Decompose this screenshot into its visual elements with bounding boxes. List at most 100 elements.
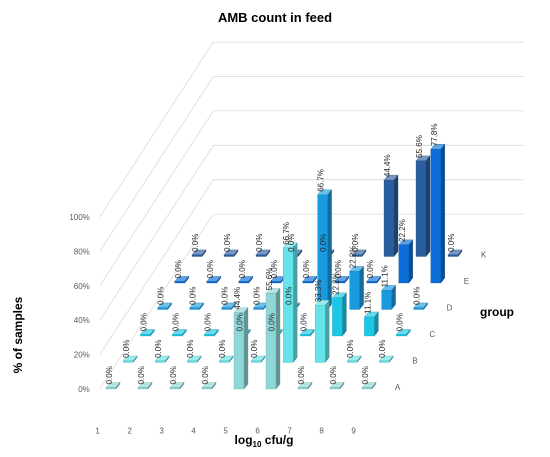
bar-front xyxy=(187,360,198,363)
data-label: 0.0% xyxy=(366,260,375,278)
data-label: 22.2% xyxy=(331,272,340,295)
y-tick-label: 80% xyxy=(74,247,90,256)
data-label: 22.2% xyxy=(349,246,358,269)
bar-side xyxy=(408,239,413,284)
gridline xyxy=(99,110,524,287)
bar-front xyxy=(430,149,441,284)
chart-title: AMB count in feed xyxy=(218,10,332,25)
bar-front xyxy=(283,247,294,363)
bar xyxy=(302,275,318,284)
x-tick-label: 4 xyxy=(191,427,196,436)
bar-front xyxy=(366,281,377,284)
data-label: 0.0% xyxy=(154,340,163,358)
bar-front xyxy=(361,387,373,390)
bar xyxy=(265,287,281,390)
series-tick-label: E xyxy=(464,277,469,286)
data-labels: 0.0% 0.0% 0.0% 0.0% 0.0% 0.0% 44.4% 55.6% 0.0% 0.… xyxy=(105,123,456,384)
data-label: 0.0% xyxy=(238,260,247,278)
bar-front xyxy=(140,334,151,337)
bar xyxy=(169,381,185,390)
bar xyxy=(383,174,399,257)
bar-front xyxy=(270,281,281,284)
bar-front xyxy=(265,293,277,390)
y-axis-ticks: 0% 20% 40% 60% 80% 100% xyxy=(69,213,89,394)
gridline xyxy=(99,41,524,218)
y-axis-title: % of samples xyxy=(11,296,25,373)
gridline xyxy=(99,144,524,321)
data-label: 0.0% xyxy=(297,366,306,384)
bar-front xyxy=(300,334,311,337)
data-label: 0.0% xyxy=(189,287,198,305)
bar-side xyxy=(425,155,431,257)
bar xyxy=(206,275,222,284)
data-label: 0.0% xyxy=(139,313,148,331)
data-label: 0.0% xyxy=(346,340,355,358)
data-label: 0.0% xyxy=(218,340,227,358)
x-tick-label: 2 xyxy=(127,427,132,436)
data-label: 55.6% xyxy=(415,135,424,158)
bar xyxy=(238,275,254,284)
data-label: 33.3% xyxy=(314,280,323,303)
bar xyxy=(189,302,204,310)
data-label: 0.0% xyxy=(169,366,178,384)
x-axis-ticks: 1 2 3 4 5 6 7 8 9 xyxy=(95,427,356,436)
bar-side xyxy=(342,292,347,337)
bar xyxy=(172,328,187,337)
bar-front xyxy=(137,387,149,390)
bar xyxy=(282,242,298,363)
bar xyxy=(157,302,172,310)
bars xyxy=(105,143,463,390)
data-label: 22.2% xyxy=(398,219,407,242)
data-label: 0.0% xyxy=(250,340,259,358)
bar xyxy=(105,381,121,390)
series-A xyxy=(105,287,377,390)
bar xyxy=(366,275,382,284)
x-tick-label: 1 xyxy=(95,427,100,436)
bar-front xyxy=(191,254,203,257)
data-label: 0.0% xyxy=(223,234,232,252)
x-tick-label: 9 xyxy=(351,427,356,436)
bar xyxy=(201,381,217,390)
bar-front xyxy=(381,290,392,310)
bar xyxy=(250,355,266,363)
data-label: 0.0% xyxy=(235,313,244,331)
bar-front xyxy=(396,334,407,337)
data-label: 0.0% xyxy=(395,313,404,331)
data-label: 0.0% xyxy=(157,287,166,305)
data-label: 0.0% xyxy=(329,366,338,384)
bar-front xyxy=(347,360,358,363)
bar-front xyxy=(169,387,181,390)
data-label: 44.4% xyxy=(233,287,242,310)
x-tick-label: 5 xyxy=(223,427,228,436)
bar-front xyxy=(383,179,395,257)
bar-side xyxy=(275,287,281,390)
bar xyxy=(351,249,367,257)
bar-front xyxy=(238,281,249,284)
bar-front xyxy=(155,360,166,363)
series-tick-label: A xyxy=(395,383,401,392)
bar xyxy=(122,355,138,363)
data-label: 0.0% xyxy=(201,366,210,384)
x-axis-title: log10 cfu/g xyxy=(235,433,294,449)
bar-side xyxy=(393,174,399,257)
bar xyxy=(154,355,170,363)
bar-front xyxy=(297,387,309,390)
gridline xyxy=(99,76,524,252)
x-axis-title-main: log xyxy=(235,433,253,447)
gridlines xyxy=(99,41,524,390)
bar-front xyxy=(413,307,424,310)
bar xyxy=(300,328,315,337)
bar-front xyxy=(351,254,363,257)
x-axis-title-sub: 10 xyxy=(253,440,262,449)
y-tick-label: 100% xyxy=(69,213,89,222)
data-label: 0.0% xyxy=(255,234,264,252)
data-label: 66.7% xyxy=(282,222,291,245)
bar xyxy=(415,155,431,257)
depth-axis-title: group xyxy=(480,305,514,319)
bar-front xyxy=(255,254,267,257)
bar-front xyxy=(206,281,217,284)
bar xyxy=(381,284,396,310)
bar-front xyxy=(315,305,326,363)
bar xyxy=(430,143,446,284)
